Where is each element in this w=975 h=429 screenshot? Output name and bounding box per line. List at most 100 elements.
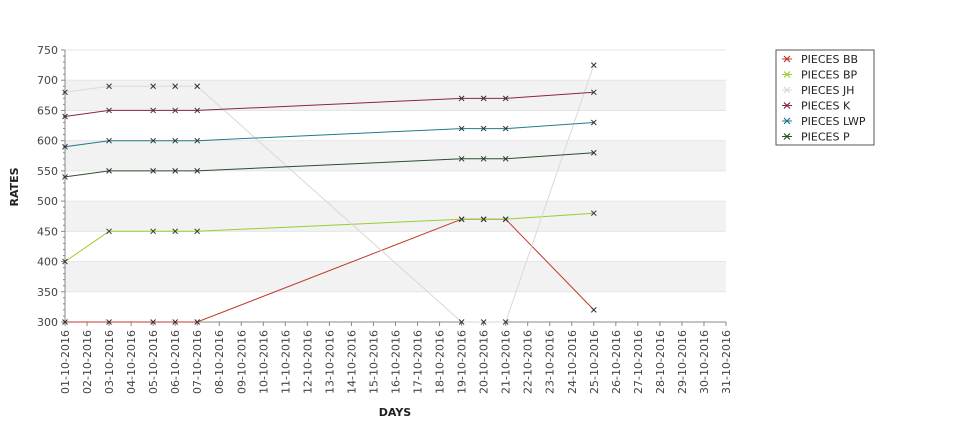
data-point (458, 319, 465, 325)
y-axis-title: RATES (8, 167, 21, 206)
data-point (480, 216, 487, 223)
data-point (502, 319, 509, 325)
data-point (106, 83, 112, 90)
data-point (106, 168, 112, 174)
grid-band (65, 140, 726, 171)
data-point (172, 137, 179, 144)
legend-label: PIECES LWP (801, 115, 866, 128)
data-point (458, 95, 465, 102)
x-tick-label: 05-10-2016 (147, 330, 160, 394)
data-point (194, 228, 201, 235)
grid-band (65, 261, 726, 292)
x-tick-label: 26-10-2016 (610, 330, 623, 394)
x-tick-label: 16-10-2016 (390, 330, 403, 394)
data-point (150, 319, 156, 325)
x-tick-label: 30-10-2016 (698, 330, 711, 394)
data-point (458, 125, 465, 132)
data-point (480, 95, 487, 102)
x-tick-label: 11-10-2016 (279, 330, 292, 394)
y-tick-label: 500 (37, 195, 58, 208)
x-tick-label: 01-10-2016 (59, 330, 72, 394)
data-point (590, 307, 597, 313)
data-point (106, 137, 112, 144)
data-point (172, 228, 179, 235)
data-point (194, 107, 201, 114)
data-point (172, 168, 179, 174)
data-point (458, 155, 465, 162)
data-point (480, 125, 487, 132)
data-point (62, 258, 68, 265)
x-tick-label: 18-10-2016 (434, 330, 447, 394)
legend-item: PIECES BB (782, 53, 858, 66)
data-point (62, 113, 68, 120)
series (62, 62, 597, 325)
legend: PIECES BB PIECES BP PIECES JH PIECES K PIECE… (775, 49, 875, 146)
data-point (150, 168, 156, 174)
legend-label: PIECES P (801, 131, 850, 144)
x-tick-label: 21-10-2016 (500, 330, 513, 394)
legend-label: PIECES K (801, 100, 851, 113)
x-axis-title: DAYS (379, 406, 412, 419)
data-point (590, 149, 597, 156)
legend-item: PIECES BP (782, 69, 857, 82)
y-tick-label: 600 (37, 135, 58, 148)
data-point (62, 89, 68, 96)
y-tick-label: 300 (37, 316, 58, 329)
data-point (480, 155, 487, 162)
data-point (590, 62, 597, 68)
data-point (150, 228, 156, 235)
data-point (590, 89, 597, 96)
x-tick-label: 02-10-2016 (81, 330, 94, 394)
x-tick-label: 06-10-2016 (169, 330, 182, 394)
data-point (62, 174, 68, 180)
x-tick-label: 17-10-2016 (412, 330, 425, 394)
data-point (194, 319, 201, 325)
data-point (150, 83, 156, 90)
x-tick-label: 29-10-2016 (676, 330, 689, 394)
data-point (194, 137, 201, 144)
legend-label: PIECES BB (801, 53, 858, 66)
data-point (502, 125, 509, 132)
data-point (590, 210, 597, 217)
grid-band (65, 80, 726, 111)
grid-bands (65, 49, 726, 323)
y-tick-label: 700 (37, 74, 58, 87)
y-tick-label: 350 (37, 286, 58, 299)
data-point (194, 168, 201, 174)
data-point (106, 319, 112, 325)
y-tick-label: 400 (37, 256, 58, 269)
x-tick-label: 20-10-2016 (478, 330, 491, 394)
data-point (194, 83, 201, 90)
x-tick-label: 14-10-2016 (345, 330, 358, 394)
legend-box (775, 49, 875, 146)
data-point (480, 319, 487, 325)
x-tick-label: 08-10-2016 (213, 330, 226, 394)
data-point (62, 319, 68, 325)
y-axis: 300 350 400 450 500 550 600 650 700 750 (37, 44, 66, 329)
x-tick-label: 25-10-2016 (588, 330, 601, 394)
x-tick-label: 27-10-2016 (632, 330, 645, 394)
data-point (590, 119, 597, 126)
legend-item: PIECES K (782, 100, 851, 113)
x-tick-label: 24-10-2016 (566, 330, 579, 394)
series (62, 149, 597, 180)
data-point (106, 228, 112, 235)
legend-label: PIECES BP (801, 69, 857, 82)
data-point (106, 107, 112, 114)
data-point (150, 107, 156, 114)
x-tick-label: 22-10-2016 (522, 330, 535, 394)
data-point (172, 83, 179, 90)
data-point (150, 137, 156, 144)
legend-label: PIECES JH (801, 84, 854, 97)
x-tick-label: 23-10-2016 (544, 330, 557, 394)
series (62, 210, 597, 265)
x-tick-label: 15-10-2016 (367, 330, 380, 394)
grid-band (65, 201, 726, 232)
y-tick-label: 550 (37, 165, 58, 178)
series (62, 119, 597, 150)
y-tick-label: 450 (37, 225, 58, 238)
series (62, 89, 597, 120)
data-point (502, 216, 509, 223)
y-tick-label: 650 (37, 104, 58, 117)
x-tick-label: 31-10-2016 (720, 330, 733, 394)
